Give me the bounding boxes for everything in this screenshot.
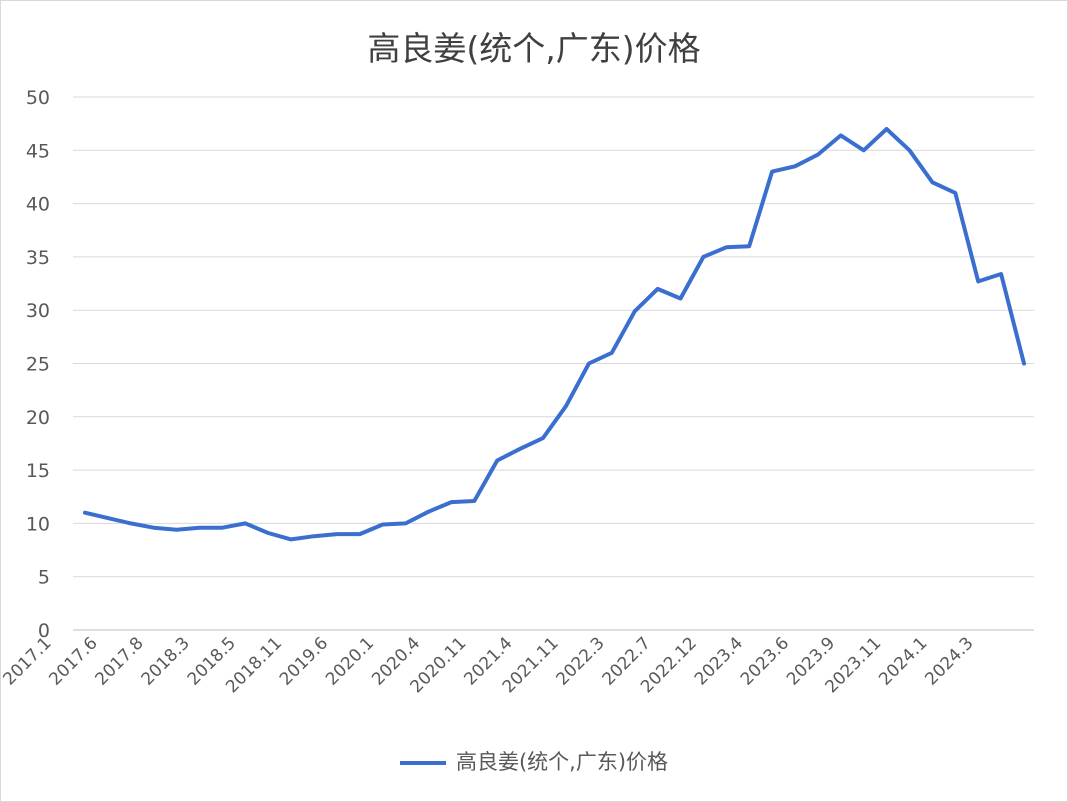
data-point (909, 150, 910, 151)
data-point (703, 256, 704, 257)
y-axis-ticks: 0 5 10 15 20 25 30 35 40 45 50 (26, 87, 50, 642)
x-tick-label: 2022.3 (553, 633, 609, 689)
x-tick-label: 2017.6 (45, 633, 101, 689)
data-point (932, 182, 933, 183)
data-point (85, 512, 86, 513)
data-point (428, 511, 429, 512)
data-point (978, 281, 979, 282)
x-tick-label: 2024.1 (875, 633, 931, 689)
x-tick-label: 2024.3 (921, 633, 977, 689)
data-point (795, 166, 796, 167)
x-tick-label: 2017.8 (92, 633, 148, 689)
data-point (359, 534, 360, 535)
data-point (634, 311, 635, 312)
y-tick-label: 25 (26, 354, 50, 376)
data-point (1001, 274, 1002, 275)
data-point (817, 154, 818, 155)
data-point (130, 523, 131, 524)
data-point (199, 527, 200, 528)
data-point (291, 539, 292, 540)
data-point (520, 448, 521, 449)
y-tick-label: 40 (26, 194, 50, 216)
data-point (176, 529, 177, 530)
x-tick-label: 2017.1 (0, 633, 56, 689)
gridlines (73, 96, 1034, 631)
data-point (314, 536, 315, 537)
x-tick-label: 2023.6 (737, 633, 793, 689)
data-point (611, 352, 612, 353)
data-point (336, 534, 337, 535)
data-point (886, 129, 887, 130)
legend-swatch (399, 761, 446, 765)
data-point (382, 524, 383, 525)
y-tick-label: 50 (26, 87, 50, 109)
y-tick-label: 20 (26, 407, 50, 429)
chart-title: 高良姜(统个,广东)价格 (367, 29, 701, 68)
series-line (83, 127, 1026, 542)
data-point (405, 523, 406, 524)
data-point (451, 502, 452, 503)
data-point (268, 533, 269, 534)
data-point (726, 247, 727, 248)
data-point (222, 527, 223, 528)
y-tick-label: 45 (26, 140, 50, 162)
data-point (840, 135, 841, 136)
y-tick-label: 10 (26, 513, 50, 535)
data-point (543, 438, 544, 439)
x-axis-ticks: 2017.12017.62017.82018.32018.52018.11201… (0, 633, 978, 697)
x-tick-label: 2023.4 (691, 633, 747, 689)
data-point (107, 518, 108, 519)
y-tick-label: 5 (38, 567, 50, 589)
x-tick-label: 2020.1 (322, 633, 378, 689)
y-tick-label: 35 (26, 247, 50, 269)
data-point (588, 363, 589, 364)
series-layer (83, 127, 1026, 542)
data-point (1024, 363, 1025, 364)
data-point (245, 523, 246, 524)
x-tick-label: 2019.6 (276, 633, 332, 689)
y-tick-label: 15 (26, 460, 50, 482)
data-point (955, 192, 956, 193)
legend: 高良姜(统个,广东)价格 (0, 746, 1068, 776)
data-point (566, 406, 567, 407)
data-point (680, 298, 681, 299)
data-point (474, 501, 475, 502)
x-tick-label: 2018.3 (138, 633, 194, 689)
y-tick-label: 30 (26, 300, 50, 322)
y-tick-label: 0 (38, 620, 50, 642)
data-point (749, 246, 750, 247)
data-point (497, 460, 498, 461)
data-point (863, 150, 864, 151)
data-point (772, 171, 773, 172)
data-point (153, 527, 154, 528)
legend-label: 高良姜(统个,广东)价格 (455, 750, 669, 774)
data-point (657, 288, 658, 289)
